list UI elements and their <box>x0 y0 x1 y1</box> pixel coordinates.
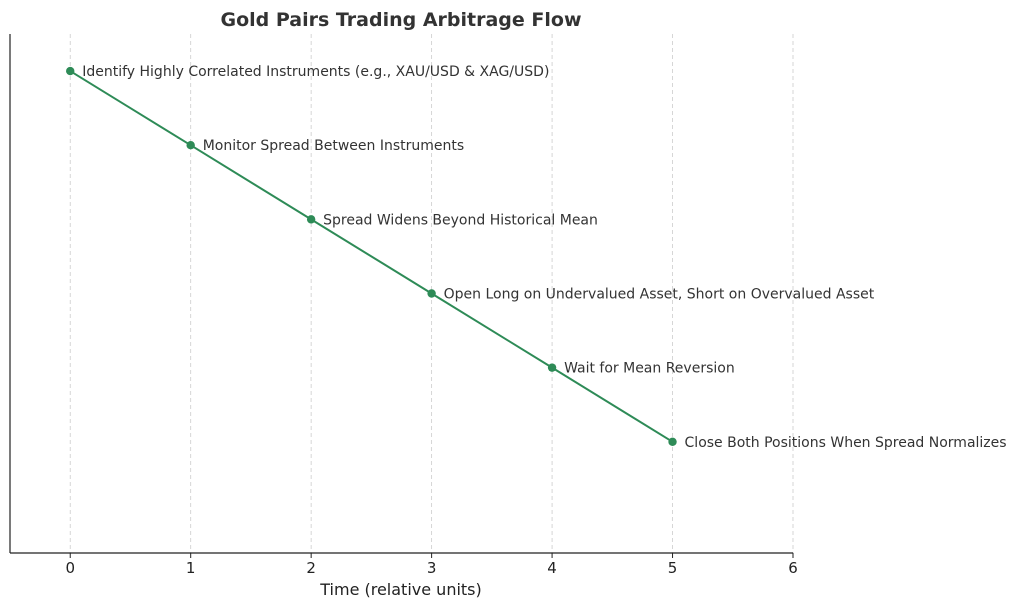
data-point-3 <box>427 289 436 298</box>
x-tick-label-6: 6 <box>788 559 798 577</box>
series-line-0 <box>69 70 674 443</box>
x-tick-label-0: 0 <box>65 559 75 577</box>
point-label-5: Close Both Positions When Spread Normali… <box>685 435 1007 451</box>
data-point-0 <box>66 66 75 76</box>
point-label-2: Spread Widens Beyond Historical Mean <box>323 212 598 228</box>
x-tick-label-5: 5 <box>668 559 678 577</box>
data-point-5 <box>668 437 677 446</box>
x-tick-label-2: 2 <box>306 559 316 577</box>
x-tick-label-4: 4 <box>547 559 557 577</box>
point-label-1: Monitor Spread Between Instruments <box>203 138 464 154</box>
data-point-4 <box>547 363 557 372</box>
chart-title: Gold Pairs Trading Arbitrage Flow <box>221 9 582 31</box>
data-point-2 <box>306 215 316 224</box>
data-point-1 <box>186 141 195 150</box>
point-label-4: Wait for Mean Reversion <box>564 361 735 377</box>
series-flow <box>66 66 677 446</box>
x-axis-label: Time (relative units) <box>319 580 482 599</box>
x-tick-label-1: 1 <box>186 559 196 577</box>
point-label-0: Identify Highly Correlated Instruments (… <box>82 64 549 80</box>
x-tick-label-3: 3 <box>427 559 437 577</box>
axes <box>9 34 793 554</box>
point-label-3: Open Long on Undervalued Asset, Short on… <box>444 287 875 303</box>
x-axis-ticks: 0 1 2 3 4 5 6 <box>65 553 798 577</box>
point-labels: Identify Highly Correlated Instruments (… <box>82 64 1006 451</box>
